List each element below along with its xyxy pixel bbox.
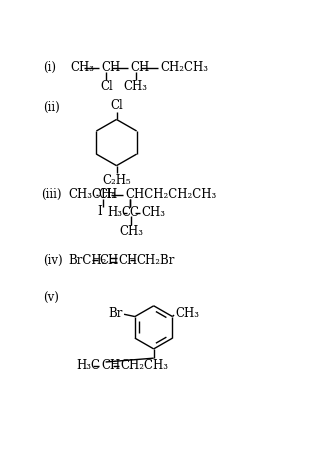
Text: C: C [129, 206, 138, 219]
Text: CH₃: CH₃ [119, 225, 143, 238]
Text: CH₃: CH₃ [176, 307, 200, 320]
Text: CH₃: CH₃ [141, 206, 165, 219]
Text: (ii): (ii) [43, 101, 60, 114]
Text: Cl: Cl [110, 99, 123, 112]
Text: CH: CH [101, 360, 120, 372]
Text: CH₂CH₃: CH₂CH₃ [120, 360, 168, 372]
Text: CH: CH [130, 61, 150, 74]
Text: CH: CH [101, 61, 120, 74]
Text: CH: CH [119, 254, 138, 267]
Text: CH₃: CH₃ [124, 80, 148, 93]
Text: C₂H₅: C₂H₅ [102, 174, 131, 187]
Text: CH₃CH₂: CH₃CH₂ [68, 189, 116, 202]
Text: CH₂Br: CH₂Br [137, 254, 175, 267]
Text: CH₂CH₃: CH₂CH₃ [160, 61, 208, 74]
Text: H₃C: H₃C [107, 206, 131, 219]
Text: BrCH₂: BrCH₂ [68, 254, 107, 267]
Text: Cl: Cl [100, 80, 113, 93]
Text: CH: CH [100, 254, 119, 267]
Text: CHCH₂CH₂CH₃: CHCH₂CH₂CH₃ [125, 189, 216, 202]
Text: Br: Br [108, 307, 123, 320]
Text: CH: CH [99, 189, 118, 202]
Text: CH₃: CH₃ [70, 61, 94, 74]
Text: (i): (i) [43, 61, 56, 74]
Text: H₃C: H₃C [76, 360, 100, 372]
Text: I: I [97, 205, 102, 218]
Text: (v): (v) [43, 292, 59, 306]
Text: (iii): (iii) [41, 189, 62, 202]
Text: (iv): (iv) [43, 254, 62, 267]
